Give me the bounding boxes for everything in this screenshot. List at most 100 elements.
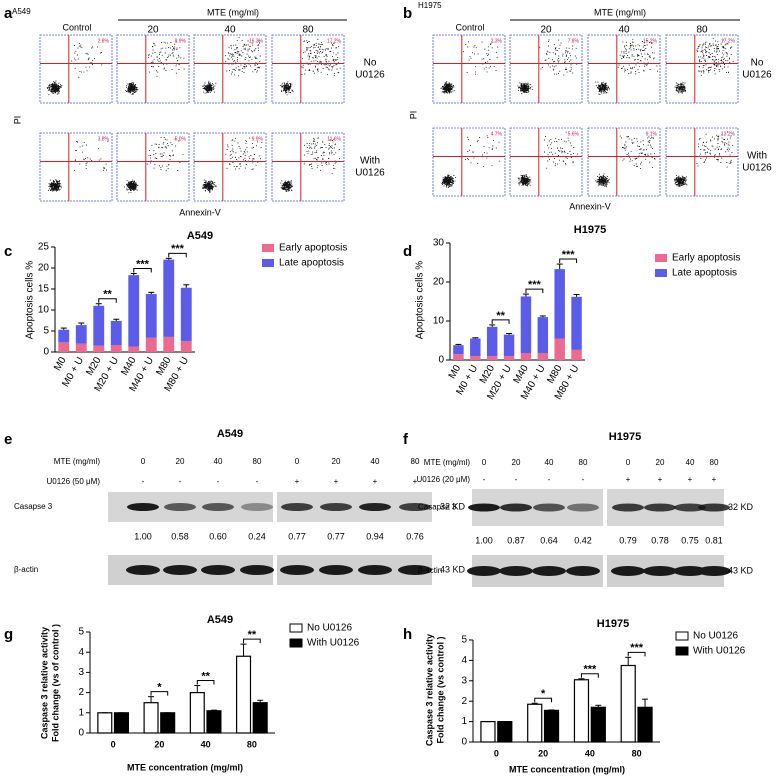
- bar-segment: [503, 356, 515, 360]
- mte-dose: 0: [482, 458, 487, 467]
- band-ratio: 0.42: [574, 535, 592, 545]
- legend-label: With U0126: [307, 638, 360, 649]
- actin-band: [126, 565, 160, 575]
- protein-label: Casapse 3: [418, 503, 457, 512]
- error-bar: [78, 322, 85, 326]
- band-ratio: 0.58: [171, 531, 189, 541]
- y-tick-label: 20: [38, 263, 50, 274]
- y-tick-label: 0: [438, 355, 444, 366]
- band-ratio: 0.78: [651, 535, 669, 545]
- legend-label: No U0126: [307, 623, 352, 634]
- row-label: With: [360, 156, 380, 167]
- treatment-label: MTE (mg/ml): [594, 7, 646, 17]
- quadrant-percent: 17.2%: [327, 38, 342, 44]
- x-tick-label: 0: [111, 739, 116, 749]
- band-ratio: 0.64: [540, 535, 558, 545]
- bar-segment: [554, 338, 565, 360]
- bar-segment: [145, 337, 157, 352]
- caspase-band: [127, 503, 159, 511]
- quadrant-percent: 3.8%: [98, 136, 110, 142]
- bar-segment: [486, 326, 498, 357]
- dose-label: 40: [224, 25, 236, 36]
- mte-dose: 20: [176, 457, 185, 466]
- bar-segment: [180, 341, 192, 352]
- significance-label: ***: [583, 664, 597, 676]
- panel-letter: g: [4, 626, 13, 643]
- u0126-sign: -: [515, 475, 518, 484]
- mte-dose: 40: [214, 457, 223, 466]
- quadrant-percent: 8.9%: [175, 38, 187, 44]
- band-ratio: 0.77: [288, 531, 306, 541]
- legend-swatch: [289, 623, 303, 633]
- y-tick-label: 0: [461, 737, 467, 748]
- blot-title: A549: [217, 428, 243, 440]
- u0126-sign: +: [413, 477, 418, 486]
- actin-band: [532, 566, 566, 576]
- actin-band: [319, 565, 353, 575]
- quadrant-percent: 11.6%: [327, 136, 341, 142]
- bar: [573, 679, 590, 743]
- caspase-band: [164, 503, 196, 511]
- bar-segment: [537, 352, 549, 360]
- dose-label: 40: [618, 25, 630, 36]
- actin-band: [398, 565, 432, 575]
- significance-bracket: [627, 651, 646, 657]
- band-ratio: 0.77: [327, 531, 345, 541]
- error-bar: [183, 284, 190, 288]
- bar-segment: [58, 329, 70, 343]
- significance-bracket: [525, 288, 544, 294]
- cytometry-dots: [595, 38, 658, 95]
- bar: [113, 712, 129, 734]
- mte-dose: 40: [686, 458, 695, 467]
- panel-letter: e: [4, 431, 12, 448]
- bar-segment: [571, 296, 582, 350]
- y-tick-label: 15: [38, 284, 50, 295]
- bar: [236, 655, 252, 734]
- quadrant-percent: 4.7%: [491, 131, 503, 137]
- bar: [189, 691, 205, 734]
- y-axis-label: Fold change (vs control ): [435, 636, 445, 743]
- y-tick-label: 0: [78, 728, 84, 739]
- protein-label: Casapse 3: [14, 502, 53, 511]
- band-ratio: 0.75: [681, 535, 699, 545]
- error-bar: [642, 698, 649, 708]
- legend-label: Early apoptosis: [279, 243, 347, 254]
- plot-frame: [193, 34, 267, 104]
- x-axis-label: Annexin-V: [179, 207, 221, 217]
- bar-segment: [145, 294, 157, 338]
- error-bar: [148, 696, 155, 703]
- x-tick-label: 20: [538, 748, 548, 758]
- error-bar: [556, 263, 563, 270]
- significance-label: **: [496, 310, 505, 322]
- caspase-band: [674, 503, 706, 512]
- legend-label: Early apoptosis: [672, 253, 740, 264]
- x-axis-label: Annexin-V: [569, 201, 611, 211]
- row-label: U0126: [742, 163, 772, 174]
- cell-line: A549: [12, 7, 31, 16]
- error-bar: [522, 293, 529, 297]
- legend-swatch: [262, 244, 274, 252]
- band-ratio: 0.94: [366, 531, 384, 541]
- bar: [480, 720, 496, 743]
- bar-segment: [163, 259, 175, 337]
- cytometry-dots: [279, 39, 341, 96]
- u0126-sign: +: [334, 477, 339, 486]
- cytometry-dots: [440, 41, 499, 94]
- significance-label: *: [541, 688, 546, 700]
- bar: [252, 702, 268, 734]
- cytometry-dots: [517, 131, 578, 187]
- significance-bracket: [243, 638, 261, 644]
- error-bar: [194, 685, 201, 693]
- u0126-sign: -: [582, 475, 585, 484]
- plot-frame: [509, 127, 583, 197]
- quadrant-percent: 16.3%: [249, 38, 264, 44]
- panel-letter: h: [403, 626, 412, 643]
- bar-segment: [128, 275, 140, 347]
- y-axis-label: Apoptosis cells %: [415, 261, 426, 339]
- significance-label: ***: [630, 642, 644, 654]
- significance-label: **: [103, 289, 112, 301]
- mte-dose: 20: [656, 458, 665, 467]
- plot-frame: [193, 132, 267, 202]
- legend-label: With U0126: [693, 646, 746, 657]
